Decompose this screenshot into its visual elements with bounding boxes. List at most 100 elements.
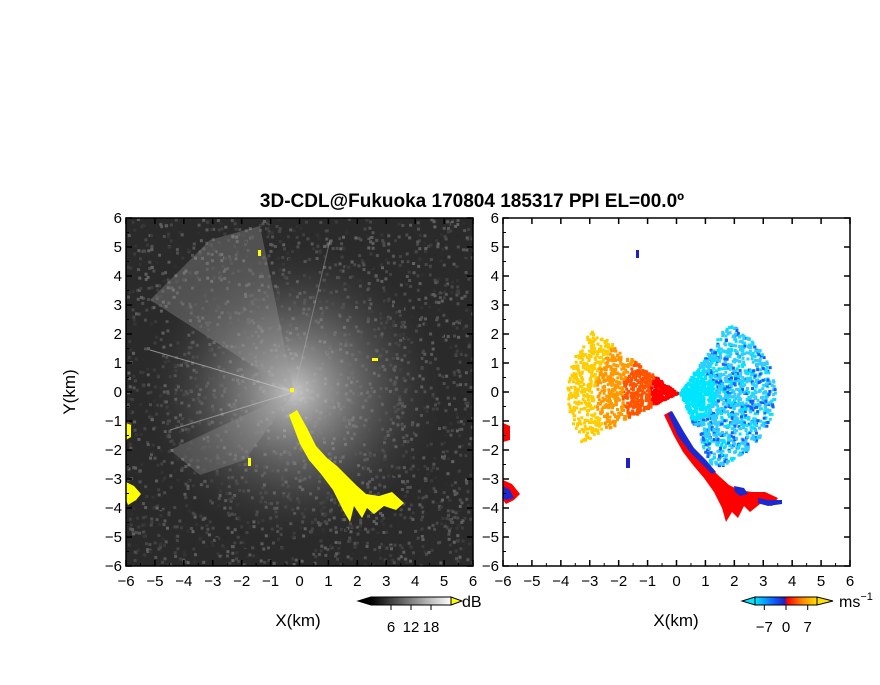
velocity-approach-pixel bbox=[730, 423, 733, 426]
noise-speck bbox=[140, 463, 143, 466]
noise-speck bbox=[237, 560, 240, 563]
noise-speck bbox=[315, 233, 318, 236]
noise-speck bbox=[433, 487, 436, 490]
noise-speck bbox=[194, 553, 197, 556]
noise-speck bbox=[424, 297, 427, 300]
noise-speck bbox=[459, 361, 462, 364]
noise-speck bbox=[134, 476, 137, 479]
noise-speck bbox=[467, 504, 470, 507]
reflectivity-y-axis-label: Y(km) bbox=[60, 369, 79, 414]
velocity-approach-pixel bbox=[756, 359, 759, 362]
noise-speck bbox=[445, 375, 448, 378]
noise-speck bbox=[310, 233, 313, 236]
noise-speck bbox=[132, 221, 135, 224]
noise-speck bbox=[459, 499, 462, 502]
noise-speck bbox=[408, 271, 411, 274]
noise-speck bbox=[445, 339, 448, 342]
noise-speck bbox=[161, 471, 164, 474]
noise-speck bbox=[147, 347, 150, 350]
noise-speck bbox=[419, 234, 422, 237]
velocity-approach-pixel bbox=[719, 380, 722, 383]
noise-speck bbox=[378, 550, 381, 553]
noise-speck bbox=[455, 412, 458, 415]
noise-speck bbox=[320, 539, 323, 542]
velocity-approach-pixel bbox=[679, 392, 682, 395]
velocity-approach-pixel bbox=[749, 397, 752, 400]
noise-speck bbox=[421, 273, 424, 276]
velocity-approach-pixel bbox=[722, 403, 725, 406]
velocity-approach-pixel bbox=[703, 447, 706, 450]
noise-speck bbox=[289, 228, 292, 231]
noise-speck bbox=[142, 502, 145, 505]
velocity-approach-pixel bbox=[741, 354, 744, 357]
velocity-approach-pixel bbox=[763, 363, 766, 366]
velocity-approach-pixel bbox=[773, 385, 776, 388]
velocity-approach-pixel bbox=[702, 421, 705, 424]
noise-speck bbox=[154, 556, 157, 559]
noise-speck bbox=[462, 412, 465, 415]
velocity-approach-pixel bbox=[742, 391, 745, 394]
noise-speck bbox=[453, 397, 456, 400]
noise-speck bbox=[435, 301, 438, 304]
velocity-recede-pixel bbox=[575, 361, 578, 364]
velocity-approach-pixel bbox=[704, 410, 707, 413]
velocity-approach-pixel bbox=[713, 453, 716, 456]
noise-speck bbox=[147, 249, 150, 252]
noise-speck bbox=[226, 550, 229, 553]
velocity-approach-pixel bbox=[744, 444, 747, 447]
noise-speck bbox=[397, 557, 400, 560]
noise-speck bbox=[455, 557, 458, 560]
noise-speck bbox=[153, 306, 156, 309]
velocity-approach-pixel bbox=[711, 416, 714, 419]
noise-speck bbox=[458, 487, 461, 490]
noise-speck bbox=[127, 372, 130, 375]
noise-speck bbox=[293, 229, 296, 232]
noise-speck bbox=[163, 523, 166, 526]
velocity-approach-pixel bbox=[686, 398, 689, 401]
noise-speck bbox=[159, 532, 162, 535]
noise-speck bbox=[430, 469, 433, 472]
noise-speck bbox=[445, 482, 448, 485]
noise-speck bbox=[469, 236, 472, 239]
reflectivity-colorbar-unit: dB bbox=[462, 594, 482, 611]
noise-speck bbox=[209, 521, 212, 524]
noise-speck bbox=[446, 450, 449, 453]
noise-speck bbox=[142, 358, 145, 361]
colorbar-tick-label: 18 bbox=[423, 619, 440, 636]
velocity-approach-pixel bbox=[742, 426, 745, 429]
velocity-approach-pixel bbox=[722, 463, 725, 466]
noise-speck bbox=[417, 265, 420, 268]
noise-speck bbox=[424, 477, 427, 480]
noise-speck bbox=[427, 508, 430, 511]
noise-speck bbox=[154, 262, 157, 265]
velocity-approach-pixel bbox=[697, 396, 700, 399]
velocity-approach-pixel bbox=[721, 334, 724, 337]
noise-speck bbox=[366, 219, 369, 222]
noise-speck bbox=[421, 535, 424, 538]
velocity-approach-pixel bbox=[716, 425, 719, 428]
velocity-approach-pixel bbox=[725, 425, 728, 428]
noise-speck bbox=[181, 257, 184, 260]
velocity-approach-pixel bbox=[713, 429, 716, 432]
noise-speck bbox=[176, 547, 179, 550]
velocity-approach-pixel bbox=[725, 404, 728, 407]
noise-speck bbox=[178, 245, 181, 248]
velocity-approach-pixel bbox=[708, 442, 711, 445]
velocity-approach-pixel bbox=[733, 407, 736, 410]
reflectivity-y-tick-label: 1 bbox=[114, 355, 122, 372]
noise-speck bbox=[231, 219, 234, 222]
velocity-approach-pixel bbox=[746, 424, 749, 427]
noise-speck bbox=[466, 236, 469, 239]
velocity-approach-pixel bbox=[755, 406, 758, 409]
reflectivity-yellow-speck bbox=[290, 388, 294, 392]
noise-speck bbox=[448, 499, 451, 502]
noise-speck bbox=[436, 467, 439, 470]
velocity-approach-pixel bbox=[708, 415, 711, 418]
velocity-approach-pixel bbox=[757, 353, 760, 356]
noise-speck bbox=[401, 224, 404, 227]
velocity-approach-pixel bbox=[728, 365, 731, 368]
noise-speck bbox=[263, 220, 266, 223]
noise-speck bbox=[459, 375, 462, 378]
noise-speck bbox=[144, 347, 147, 350]
